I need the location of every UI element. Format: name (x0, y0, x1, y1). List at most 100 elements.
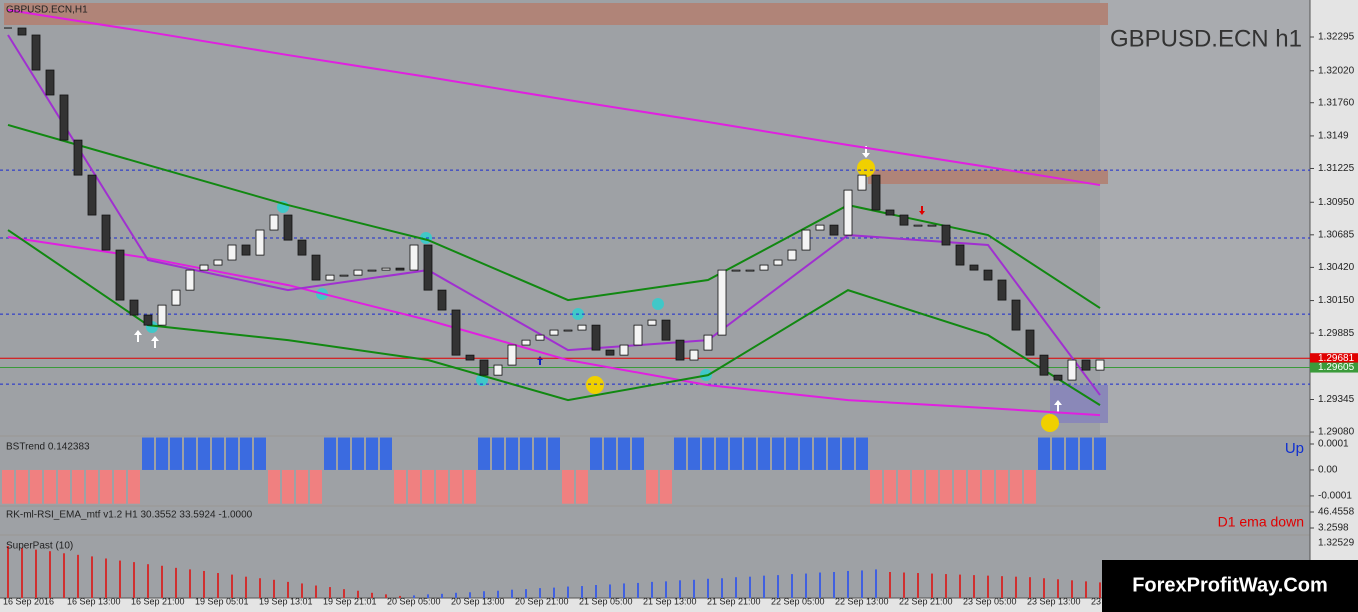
trend-bar (842, 437, 854, 470)
candle (535, 334, 545, 341)
price-tag (1310, 362, 1358, 373)
trend-bar (170, 437, 182, 470)
y-tick-label: 1.29345 (1318, 394, 1355, 405)
histogram-bar (749, 576, 751, 598)
histogram-bar (819, 572, 821, 598)
y-tick-label: 1.31225 (1318, 163, 1355, 174)
candle (297, 239, 307, 256)
histogram-bar (329, 587, 331, 598)
symbol-label: GBPUSD.ECN h1 (1110, 25, 1302, 52)
candle (171, 289, 181, 306)
histogram-bar (609, 584, 611, 598)
histogram-bar (147, 564, 149, 598)
histogram-bar (693, 579, 695, 598)
histogram-bar (707, 578, 709, 598)
candle (227, 244, 237, 261)
candle (437, 289, 447, 311)
candle (367, 269, 377, 272)
trend-bar (1052, 437, 1064, 470)
candle (395, 267, 405, 271)
x-tick-label: 23 Sep 05:00 (963, 596, 1017, 606)
histogram-bar (357, 590, 359, 598)
candle (283, 214, 293, 241)
signal-circle (652, 298, 664, 310)
trend-bar (604, 437, 616, 470)
histogram-bar (833, 572, 835, 598)
chart-title: GBPUSD.ECN,H1 (6, 5, 88, 16)
trend-bar (590, 437, 602, 470)
candle (465, 354, 475, 361)
candle (815, 224, 825, 231)
trend-bar (226, 437, 238, 470)
trend-bar (408, 469, 420, 504)
y-tick-label: 1.30950 (1318, 197, 1355, 208)
indicator-line (7, 8, 1101, 187)
histogram-bar (1099, 582, 1101, 598)
trend-bar (422, 469, 434, 504)
trend-bar (968, 469, 980, 504)
sell-arrow (862, 146, 870, 158)
candle (787, 249, 797, 261)
candle (269, 214, 279, 231)
histogram-bar (623, 583, 625, 598)
candle (619, 344, 629, 356)
trend-bar (198, 437, 210, 470)
candle (885, 209, 895, 216)
trend-bar (688, 437, 700, 470)
main-panel (0, 0, 1310, 435)
trend-bar (632, 437, 644, 470)
trend-bar (996, 469, 1008, 504)
candle (1081, 359, 1091, 371)
trend-bar (800, 437, 812, 470)
trend-bar (184, 437, 196, 470)
trend-bar (30, 469, 42, 504)
trend-bar (338, 437, 350, 470)
candle (17, 27, 27, 36)
candle (843, 189, 853, 236)
trend-bar (912, 469, 924, 504)
candle (185, 269, 195, 291)
histogram-bar (539, 588, 541, 598)
histogram-bar (63, 553, 65, 598)
histogram-bar (259, 578, 261, 598)
candle (353, 269, 363, 276)
candle (143, 314, 153, 326)
candle (563, 329, 573, 332)
panel-annotation: Up (1285, 440, 1304, 457)
trend-bar (884, 469, 896, 504)
histogram-bar (105, 558, 107, 598)
trend-bar (772, 437, 784, 470)
histogram-bar (287, 581, 289, 598)
candle (451, 309, 461, 356)
candle (409, 244, 419, 271)
candle (325, 274, 335, 281)
candle (213, 259, 223, 266)
trend-bar (58, 469, 70, 504)
candle (101, 214, 111, 251)
candle (591, 324, 601, 351)
trend-bar (86, 469, 98, 504)
histogram-bar (1029, 577, 1031, 598)
trend-bar (366, 437, 378, 470)
watermark: ForexProfitWay.Com (1132, 574, 1328, 596)
histogram-bar (721, 578, 723, 598)
trend-bar (534, 437, 546, 470)
trend-bar (1024, 469, 1036, 504)
trend-bar (492, 437, 504, 470)
histogram-bar (931, 573, 933, 598)
trend-bar (1080, 437, 1092, 470)
y-tick-label: 1.29885 (1318, 328, 1355, 339)
trend-bar (576, 469, 588, 504)
trend-bar (856, 437, 868, 470)
trend-bar (352, 437, 364, 470)
candle (1039, 354, 1049, 376)
x-tick-label: 19 Sep 21:01 (323, 596, 377, 606)
sell-arrow (919, 206, 925, 215)
x-tick-label: 21 Sep 05:00 (579, 596, 633, 606)
candle (759, 264, 769, 271)
supply-zone (868, 170, 1108, 184)
y-tick-label: 1.3149 (1318, 131, 1349, 142)
candle (73, 139, 83, 176)
candle (521, 339, 531, 346)
panel-title: BSTrend 0.142383 (6, 442, 90, 453)
